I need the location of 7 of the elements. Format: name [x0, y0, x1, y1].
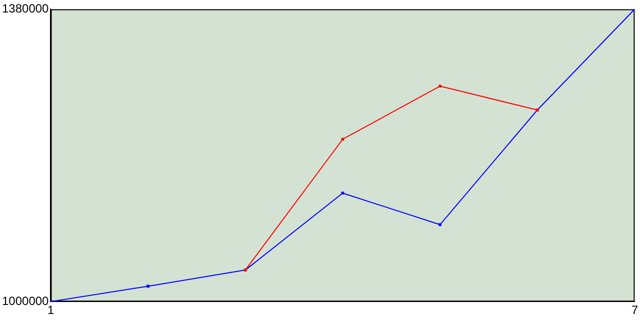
y-tick-label: 1000000 [2, 294, 50, 308]
x-tick-label: 7 [631, 303, 638, 318]
point [146, 284, 150, 288]
y-tick-label: 1380000 [2, 2, 50, 16]
point [341, 192, 344, 195]
point [438, 223, 442, 226]
x-tick-label: 1 [47, 303, 54, 318]
